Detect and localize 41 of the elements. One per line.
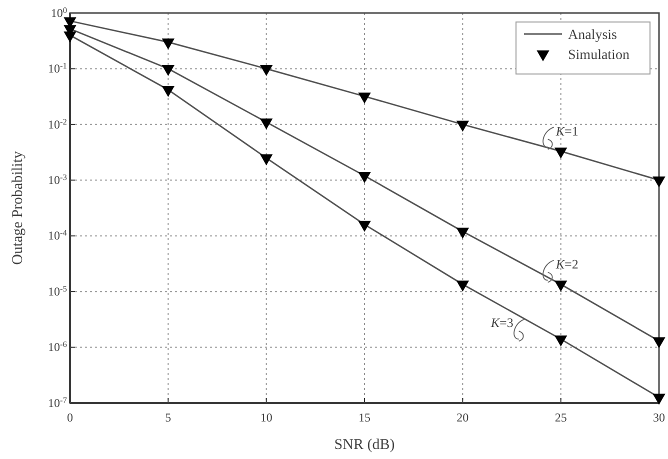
point bbox=[260, 154, 273, 166]
x-tick-label: 0 bbox=[67, 410, 73, 425]
x-tick-label: 5 bbox=[165, 410, 172, 425]
legend-label: Analysis bbox=[568, 28, 617, 43]
annotation: K=2 bbox=[554, 256, 578, 272]
point bbox=[162, 38, 175, 50]
y-tick-label: 10$^{-1}$ bbox=[48, 61, 67, 76]
x-tick-label: 25 bbox=[554, 410, 567, 425]
point bbox=[652, 394, 666, 405]
point bbox=[652, 176, 666, 188]
point bbox=[260, 118, 273, 130]
y-tick-label: 10$^{-6}$ bbox=[48, 340, 67, 354]
x-tick-label: 10 bbox=[260, 410, 272, 425]
point bbox=[162, 86, 175, 98]
y-axis-title: Outage Probability bbox=[10, 150, 26, 265]
x-tick-label: 30 bbox=[653, 410, 665, 425]
x-tick-label: 20 bbox=[456, 410, 469, 425]
y-tick-label: 10$^{-2}$ bbox=[48, 116, 67, 132]
point bbox=[456, 280, 470, 292]
point bbox=[358, 220, 371, 232]
point bbox=[554, 148, 568, 159]
x-axis-title: SNR (dB) bbox=[334, 437, 395, 453]
legend-label: Simulation bbox=[568, 48, 630, 63]
x-tick-label: 15 bbox=[358, 410, 370, 425]
point bbox=[554, 335, 568, 346]
annotation: K=3 bbox=[490, 315, 514, 330]
point bbox=[260, 65, 273, 76]
y-tick-label: 10$^{-3}$ bbox=[48, 172, 67, 187]
y-tick-label: 10$^{-7}$ bbox=[48, 395, 67, 410]
y-tick-label: 10$^{-4}$ bbox=[48, 228, 68, 243]
point bbox=[652, 337, 666, 348]
annotation: K=1 bbox=[554, 123, 578, 138]
point bbox=[554, 280, 568, 292]
point bbox=[162, 65, 175, 76]
point bbox=[456, 120, 470, 132]
point bbox=[64, 32, 76, 43]
y-tick-label: 10$^{0}$ bbox=[50, 5, 67, 20]
point bbox=[358, 172, 371, 184]
point bbox=[456, 228, 470, 239]
y-tick-label: 10$^{-5}$ bbox=[48, 284, 67, 298]
point bbox=[358, 92, 371, 104]
